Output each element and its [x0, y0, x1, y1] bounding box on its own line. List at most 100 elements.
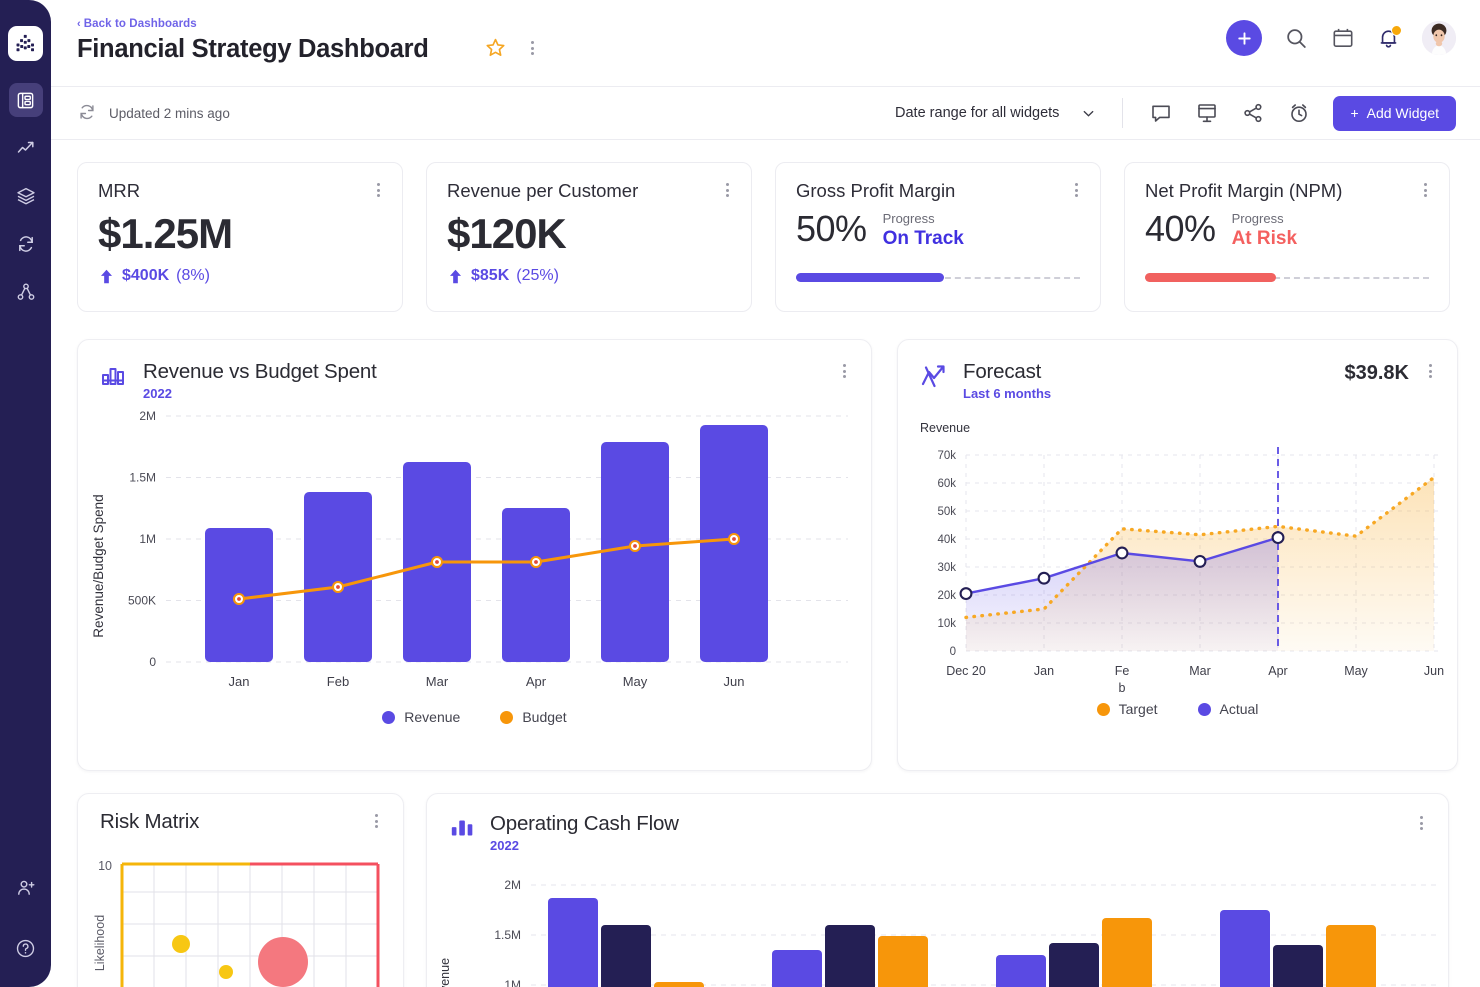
- refresh-icon[interactable]: [77, 102, 97, 125]
- svg-text:0: 0: [149, 655, 156, 669]
- risk-matrix-plot: Likelihood 10: [93, 859, 380, 987]
- svg-text:1.5M: 1.5M: [494, 928, 521, 942]
- back-link-label: Back to Dashboards: [83, 18, 197, 30]
- share-button[interactable]: [1241, 101, 1265, 125]
- kpi-card-gross-profit-margin[interactable]: Gross Profit Margin 50% Progress On Trac…: [775, 162, 1101, 312]
- plus-icon: [1237, 31, 1251, 45]
- search-button[interactable]: [1284, 26, 1309, 51]
- arrow-up-icon: [449, 269, 462, 283]
- share-nodes-icon: [17, 283, 34, 300]
- kpi-value: $1.25M: [98, 210, 233, 257]
- app-logo[interactable]: [8, 26, 43, 61]
- kpi-progress-block: Progress On Track: [883, 211, 964, 250]
- legend-item-budget[interactable]: Budget: [500, 709, 567, 725]
- chevron-down-icon: [1084, 110, 1094, 117]
- kpi-value: $120K: [447, 210, 567, 257]
- legend-item-target[interactable]: Target: [1096, 701, 1158, 717]
- svg-text:10: 10: [98, 859, 112, 873]
- card-subtitle: Last 6 months: [963, 386, 1052, 401]
- presentation-icon: [1198, 104, 1217, 123]
- legend-item-actual[interactable]: Actual: [1197, 701, 1258, 717]
- notifications-button[interactable]: [1377, 24, 1402, 50]
- sidebar-item-layers[interactable]: [9, 179, 43, 213]
- kpi-options-kebab[interactable]: [371, 183, 385, 200]
- question-circle-icon: [16, 939, 35, 957]
- svg-text:0: 0: [950, 646, 956, 658]
- svg-text:2M: 2M: [504, 878, 521, 892]
- card-options-kebab[interactable]: [369, 814, 383, 831]
- kpi-progress-label: Progress: [882, 211, 935, 226]
- sidebar-item-analytics[interactable]: [9, 131, 43, 165]
- kpi-status-badge: At Risk: [1231, 228, 1298, 249]
- svg-text:2M: 2M: [139, 409, 156, 423]
- sidebar-item-sync[interactable]: [9, 227, 43, 261]
- user-plus-icon: [17, 880, 34, 895]
- profile-avatar[interactable]: [1422, 21, 1456, 55]
- add-button[interactable]: [1226, 20, 1262, 56]
- legend-label: Budget: [522, 709, 567, 725]
- card-title-block: Revenue vs Budget Spent 2022: [143, 360, 377, 401]
- sidebar-item-invite-user[interactable]: [9, 871, 43, 905]
- back-to-dashboards-link[interactable]: ‹ Back to Dashboards: [77, 18, 1456, 30]
- svg-text:60k: 60k: [937, 478, 956, 490]
- notification-badge: [1391, 24, 1402, 36]
- bar-chart-icon: [100, 362, 130, 397]
- chart-card-forecast[interactable]: Forecast Last 6 months $39.8K Revenue: [897, 339, 1458, 771]
- sidebar-item-network[interactable]: [9, 275, 43, 309]
- kpi-card-mrr[interactable]: MRR $1.25M $400K (8%): [77, 162, 403, 312]
- card-title: Operating Cash Flow: [490, 812, 679, 835]
- comment-button[interactable]: [1149, 101, 1173, 125]
- operating-cash-flow-plot: Revenue 2M 1.5M 1M: [438, 878, 1437, 987]
- bar-chart-icon: [449, 814, 477, 847]
- kpi-options-kebab[interactable]: [1418, 183, 1432, 200]
- risk-point: [172, 935, 190, 953]
- card-options-kebab[interactable]: [837, 364, 851, 381]
- sidebar-item-help[interactable]: [9, 931, 43, 965]
- progress-fill: [1145, 273, 1276, 282]
- kpi-title: Revenue per Customer: [447, 180, 639, 201]
- kpi-title: MRR: [98, 180, 141, 201]
- present-button[interactable]: [1195, 101, 1219, 125]
- kpi-card-net-profit-margin[interactable]: Net Profit Margin (NPM) 40% Progress At …: [1124, 162, 1450, 312]
- page-title: Financial Strategy Dashboard: [77, 35, 429, 63]
- star-outline-icon[interactable]: [485, 37, 506, 63]
- forecast-chart-legend: Target Actual: [898, 701, 1457, 717]
- kpi-options-kebab[interactable]: [720, 183, 734, 200]
- svg-text:50k: 50k: [937, 506, 956, 518]
- svg-text:Jun: Jun: [724, 674, 745, 689]
- search-icon: [1287, 28, 1306, 48]
- chart-card-operating-cash-flow[interactable]: Operating Cash Flow 2022 Revenue: [426, 793, 1449, 987]
- page-header: ‹ Back to Dashboards Financial Strategy D…: [51, 0, 1480, 86]
- calendar-button[interactable]: [1331, 26, 1355, 50]
- legend-item-revenue[interactable]: Revenue: [382, 709, 460, 725]
- svg-text:1M: 1M: [139, 532, 156, 546]
- dashboard-icon: [17, 92, 34, 108]
- card-title-block: Forecast Last 6 months: [963, 360, 1051, 401]
- svg-text:b: b: [1119, 681, 1126, 695]
- kpi-status-badge: On Track: [882, 228, 964, 249]
- add-widget-button[interactable]: + Add Widget: [1333, 95, 1456, 131]
- toolbar-right-group: Date range for all widgets: [895, 95, 1456, 131]
- card-title: Risk Matrix: [100, 810, 200, 833]
- revenue-vs-budget-plot: Revenue/Budget Spend 2M 1.5M 1M: [91, 409, 848, 689]
- sidebar-bottom-group: [0, 871, 51, 965]
- card-options-kebab[interactable]: [1423, 364, 1437, 381]
- kpi-progress-block: Progress At Risk: [1232, 211, 1297, 250]
- kpi-row: MRR $1.25M $400K (8%) Revenue per Custom…: [77, 162, 1456, 312]
- progress-fill: [796, 273, 944, 282]
- page-options-kebab[interactable]: [526, 41, 540, 58]
- kpi-options-kebab[interactable]: [1069, 183, 1083, 200]
- chart-card-revenue-vs-budget[interactable]: Revenue vs Budget Spent 2022 Revenue/Bud…: [77, 339, 872, 771]
- chart-card-risk-matrix[interactable]: Risk Matrix Likelihood 10: [77, 793, 404, 987]
- sidebar-item-dashboard[interactable]: [8, 83, 43, 117]
- kpi-card-revenue-per-customer[interactable]: Revenue per Customer $120K $85K (25%): [426, 162, 752, 312]
- add-widget-plus-icon: +: [1350, 105, 1359, 121]
- legend-swatch-actual: [1197, 702, 1211, 716]
- date-range-select[interactable]: Date range for all widgets: [895, 105, 1096, 121]
- svg-text:Revenue/Budget Spend: Revenue/Budget Spend: [91, 494, 106, 637]
- card-title-block: Operating Cash Flow 2022: [490, 812, 679, 853]
- card-options-kebab[interactable]: [1414, 816, 1428, 833]
- kpi-progress-bar: [1145, 273, 1429, 282]
- svg-text:1.5M: 1.5M: [129, 471, 156, 485]
- alarm-button[interactable]: [1287, 101, 1311, 125]
